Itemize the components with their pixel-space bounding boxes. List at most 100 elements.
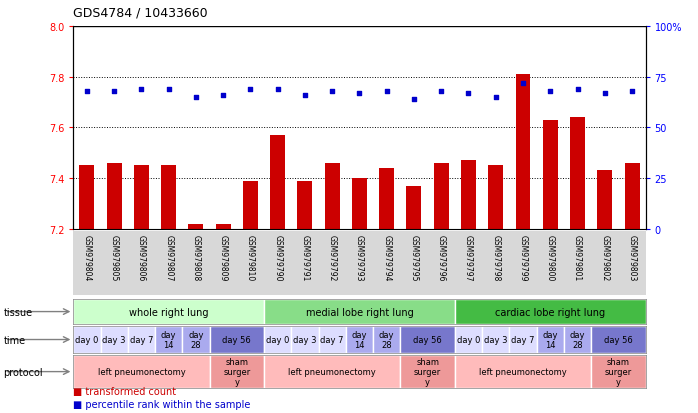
Bar — [482, 326, 510, 353]
Bar — [161, 166, 176, 229]
Bar — [510, 326, 537, 353]
Text: GSM979806: GSM979806 — [137, 235, 146, 281]
Text: cardiac lobe right lung: cardiac lobe right lung — [495, 307, 605, 317]
Text: GSM979809: GSM979809 — [218, 235, 228, 281]
Text: sham
surger
y: sham surger y — [414, 357, 441, 387]
Text: day 3: day 3 — [293, 335, 317, 344]
Text: day 56: day 56 — [604, 335, 633, 344]
Text: GSM979791: GSM979791 — [300, 235, 309, 281]
Point — [408, 96, 419, 103]
Point — [572, 86, 583, 93]
Point — [517, 80, 528, 87]
Bar — [461, 161, 476, 229]
Text: GSM979799: GSM979799 — [519, 235, 528, 281]
Bar — [625, 164, 639, 229]
Bar — [516, 75, 530, 229]
Point — [163, 86, 174, 93]
Text: day 7: day 7 — [130, 335, 153, 344]
Bar — [570, 118, 585, 229]
Text: day 56: day 56 — [223, 335, 251, 344]
Text: GSM979804: GSM979804 — [82, 235, 91, 281]
Bar — [543, 121, 558, 229]
Text: left pneumonectomy: left pneumonectomy — [288, 367, 376, 376]
Bar — [243, 181, 258, 229]
Bar — [591, 355, 646, 388]
Text: day
28: day 28 — [570, 330, 585, 349]
Bar — [209, 355, 264, 388]
Bar — [597, 171, 612, 229]
Bar — [455, 326, 482, 353]
Bar — [591, 326, 646, 353]
Bar — [564, 326, 591, 353]
Bar — [264, 299, 455, 324]
Bar — [80, 166, 94, 229]
Bar — [352, 178, 367, 229]
Point — [463, 90, 474, 97]
Point — [626, 88, 637, 95]
Text: day 0: day 0 — [456, 335, 480, 344]
Bar — [73, 326, 101, 353]
Bar — [270, 135, 285, 229]
Text: day
14: day 14 — [352, 330, 367, 349]
Bar — [73, 299, 264, 324]
Point — [136, 86, 147, 93]
Bar — [455, 299, 646, 324]
Bar — [107, 164, 121, 229]
Text: day 3: day 3 — [103, 335, 126, 344]
Text: GSM979808: GSM979808 — [191, 235, 200, 280]
Bar — [101, 326, 128, 353]
Text: day 7: day 7 — [511, 335, 535, 344]
Text: GSM979810: GSM979810 — [246, 235, 255, 280]
Text: GSM979805: GSM979805 — [110, 235, 119, 281]
Text: GSM979802: GSM979802 — [600, 235, 609, 280]
Bar — [264, 326, 291, 353]
Bar — [433, 164, 449, 229]
Text: whole right lung: whole right lung — [129, 307, 209, 317]
Text: day
28: day 28 — [188, 330, 204, 349]
Text: GDS4784 / 10433660: GDS4784 / 10433660 — [73, 6, 208, 19]
Text: day
28: day 28 — [379, 330, 394, 349]
Text: left pneumonectomy: left pneumonectomy — [98, 367, 185, 376]
Point — [218, 93, 229, 99]
Text: day 0: day 0 — [75, 335, 98, 344]
Bar — [188, 224, 203, 229]
Point — [381, 88, 392, 95]
Text: GSM979790: GSM979790 — [273, 235, 282, 281]
Point — [245, 86, 256, 93]
Text: GSM979800: GSM979800 — [546, 235, 555, 281]
Bar — [455, 355, 591, 388]
Point — [599, 90, 610, 97]
Point — [490, 94, 501, 101]
Text: medial lobe right lung: medial lobe right lung — [306, 307, 413, 317]
Text: GSM979795: GSM979795 — [410, 235, 419, 281]
Text: ■ transformed count: ■ transformed count — [73, 387, 177, 396]
Text: day 3: day 3 — [484, 335, 507, 344]
Bar — [346, 326, 373, 353]
Bar — [406, 186, 422, 229]
Bar — [297, 181, 313, 229]
Bar — [182, 326, 209, 353]
Bar — [401, 355, 455, 388]
Text: GSM979794: GSM979794 — [383, 235, 391, 281]
Text: GSM979792: GSM979792 — [328, 235, 336, 281]
Bar — [264, 355, 401, 388]
Bar — [379, 169, 394, 229]
Bar — [401, 326, 455, 353]
Bar — [537, 326, 564, 353]
Text: GSM979797: GSM979797 — [464, 235, 473, 281]
Bar — [209, 326, 264, 353]
Bar — [488, 166, 503, 229]
Text: tissue: tissue — [3, 307, 33, 317]
Text: GSM979796: GSM979796 — [437, 235, 446, 281]
Text: left pneumonectomy: left pneumonectomy — [479, 367, 567, 376]
Text: day 7: day 7 — [320, 335, 344, 344]
Text: day
14: day 14 — [161, 330, 177, 349]
Point — [82, 88, 93, 95]
Point — [299, 93, 311, 99]
Point — [354, 90, 365, 97]
Text: sham
surger
y: sham surger y — [604, 357, 632, 387]
Bar — [73, 355, 209, 388]
Point — [272, 86, 283, 93]
Bar — [128, 326, 155, 353]
Text: time: time — [3, 335, 26, 345]
